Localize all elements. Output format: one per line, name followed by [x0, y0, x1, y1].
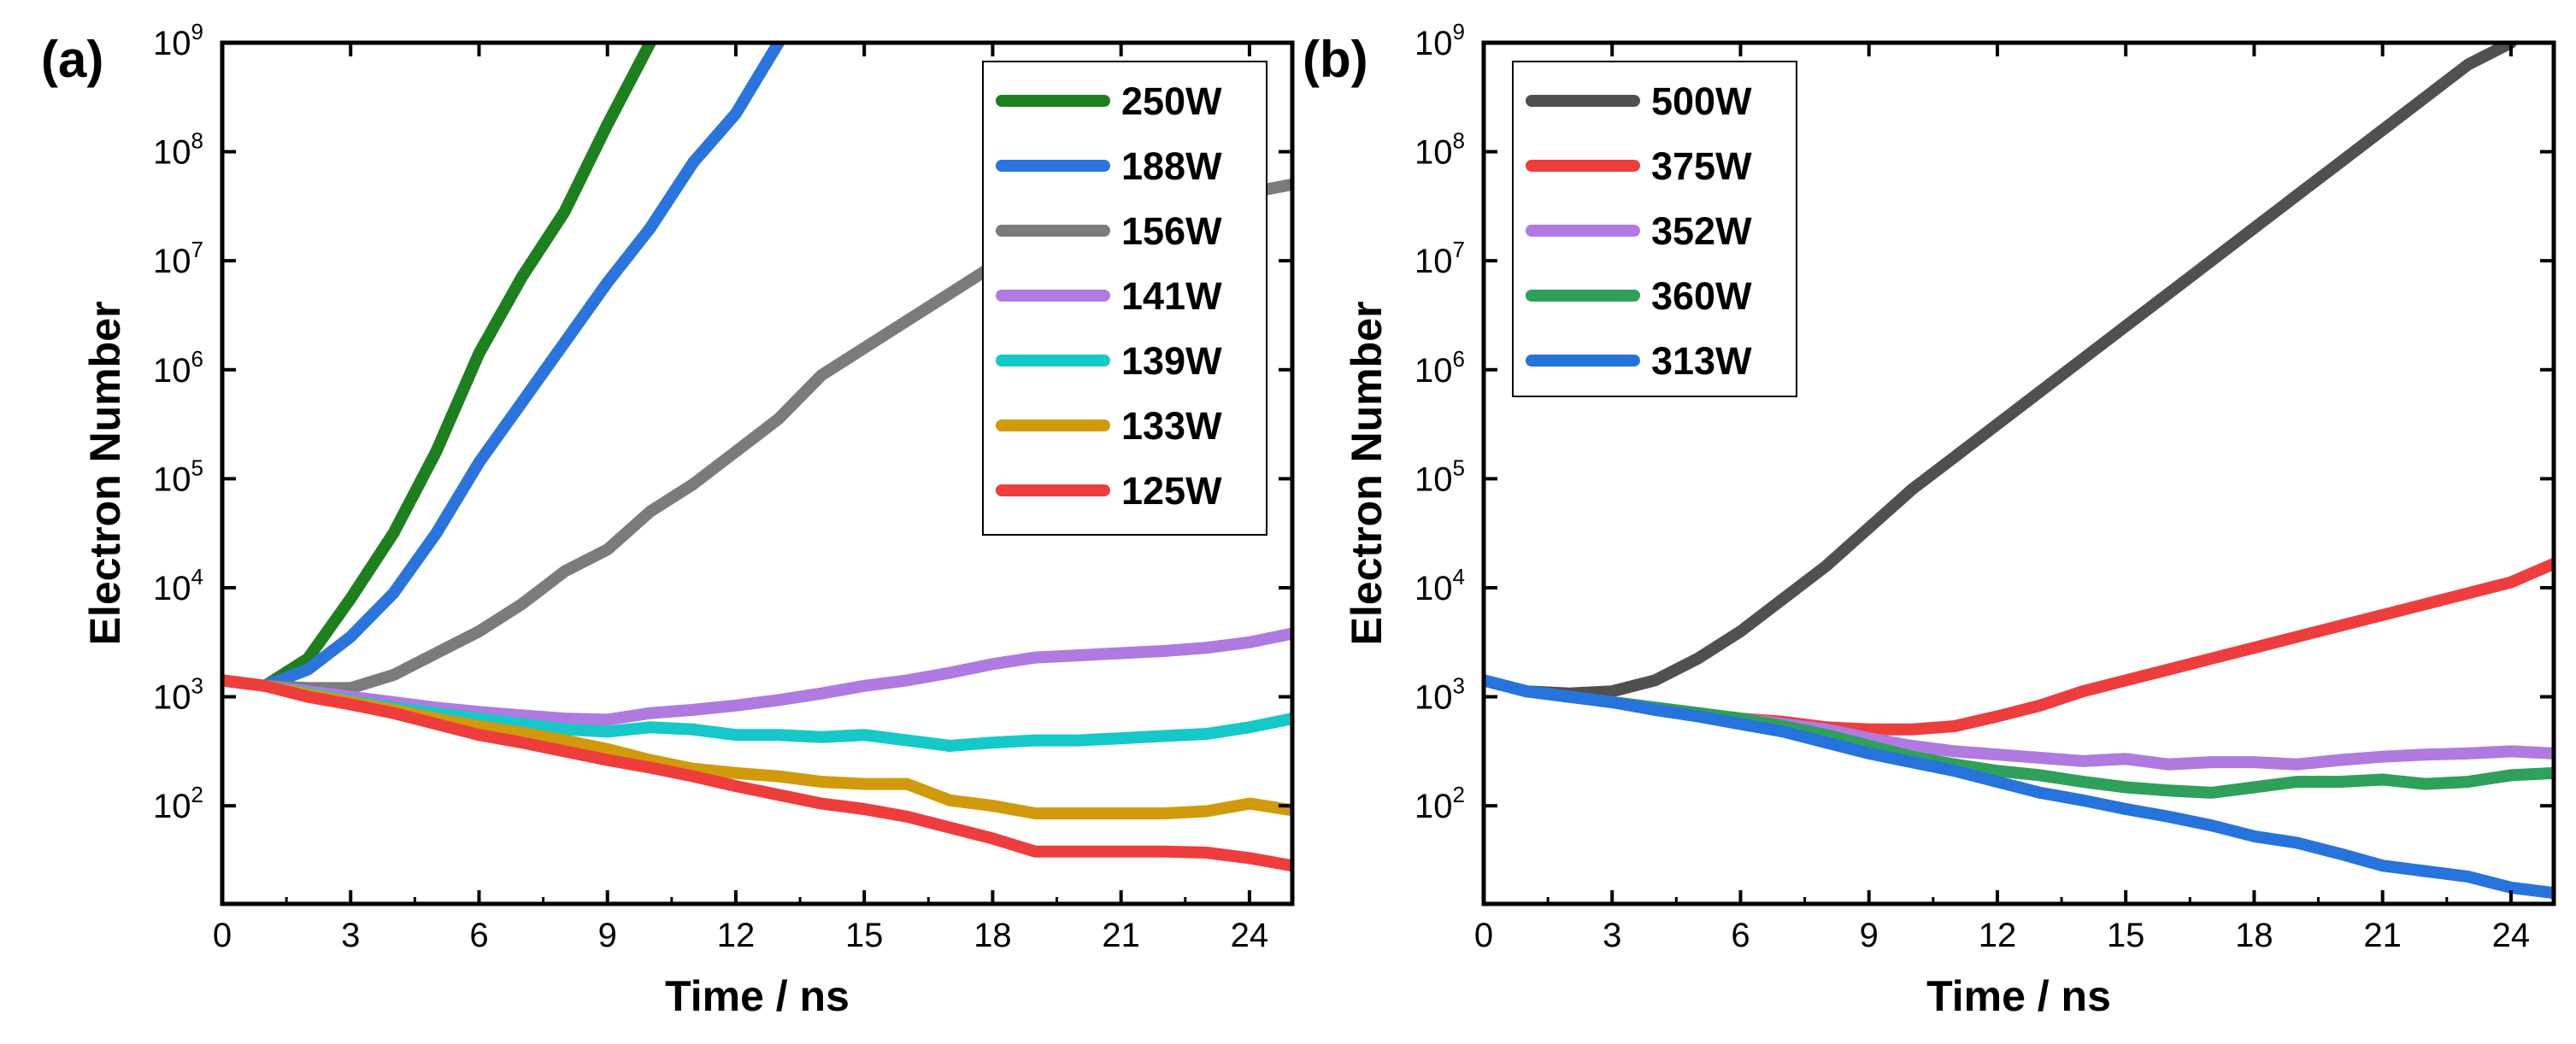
x-tick-label: 15	[845, 917, 884, 954]
legend-label: 133W	[1121, 404, 1222, 448]
x-tick-label: 9	[1860, 917, 1879, 954]
chart-panel-a: 0 3 6 9 12 15 18 21 24 102 103 104 105 106 107 108 109 Ti…	[41, 19, 1295, 1020]
series-line-313w	[1484, 674, 2554, 900]
panel-label: (b)	[1303, 31, 1368, 88]
x-tick-label: 21	[1102, 917, 1140, 954]
y-tick-label: 109	[1414, 19, 1465, 62]
y-axis-title: Electron Number	[1343, 302, 1391, 646]
y-tick-label: 109	[153, 19, 203, 62]
x-tick-label: 3	[341, 917, 360, 954]
x-axis-title: Time / ns	[1926, 972, 2111, 1020]
series-line-352w	[1484, 674, 2554, 771]
x-tick-label: 9	[598, 917, 617, 954]
legend-label: 156W	[1121, 209, 1222, 253]
plot-frame	[1481, 40, 2556, 906]
y-tick-label: 104	[153, 564, 203, 607]
x-tick-label: 15	[2107, 917, 2145, 954]
legend-label: 313W	[1651, 339, 1752, 383]
legend-label: 125W	[1121, 469, 1222, 513]
y-tick-label: 105	[1414, 455, 1465, 498]
x-tick-label: 0	[213, 917, 232, 954]
y-tick-label: 107	[1414, 237, 1465, 280]
legend-label: 500W	[1651, 79, 1752, 123]
x-tick-label: 6	[1731, 917, 1750, 954]
series-line-250w	[222, 43, 656, 692]
y-tick-label: 103	[153, 673, 203, 717]
y-tick-label: 103	[1414, 673, 1465, 717]
legend-label: 375W	[1651, 144, 1752, 188]
x-tick-label: 6	[469, 917, 488, 954]
x-axis-title: Time / ns	[665, 972, 850, 1020]
x-tick-label: 24	[2492, 917, 2531, 954]
legend: 250W 188W 156W 141W 139W 133W 125W	[982, 61, 1267, 536]
series-group	[222, 43, 1292, 872]
x-tick-label: 24	[1231, 917, 1269, 954]
legend-label: 250W	[1121, 79, 1222, 123]
x-tick-label: 0	[1474, 917, 1493, 954]
y-tick-label: 107	[153, 237, 203, 280]
y-axis-title: Electron Number	[81, 302, 129, 646]
legend-label: 141W	[1121, 274, 1222, 318]
y-tick-label: 102	[153, 782, 203, 825]
x-tick-label: 12	[717, 917, 756, 954]
chart-panel-b: 0 3 6 9 12 15 18 21 24 102 103 104 105 106 107 108 109 Ti…	[1303, 19, 2556, 1020]
plot-frame	[220, 40, 1295, 906]
series-line-125w	[222, 674, 1292, 872]
legend-label: 360W	[1651, 274, 1752, 318]
x-tick-label: 18	[2235, 917, 2273, 954]
series-line-360w	[1484, 674, 2554, 799]
legend: 500W 375W 352W 360W 313W	[1512, 61, 1797, 397]
y-tick-label: 108	[1414, 128, 1465, 172]
y-tick-label: 108	[153, 128, 203, 172]
y-tick-label: 105	[153, 455, 203, 498]
y-tick-label: 106	[153, 346, 203, 390]
series-line-188w	[222, 43, 785, 692]
series-line-500w	[1484, 43, 2517, 700]
x-tick-label: 3	[1603, 917, 1621, 954]
panel-label: (a)	[41, 31, 103, 88]
x-tick-label: 21	[2363, 917, 2402, 954]
legend-label: 352W	[1651, 209, 1752, 253]
y-tick-label: 102	[1414, 782, 1465, 825]
legend-label: 188W	[1121, 144, 1222, 188]
y-tick-label: 106	[1414, 346, 1465, 390]
y-tick-label: 104	[1414, 564, 1465, 607]
series-group	[1484, 43, 2554, 900]
legend-label: 139W	[1121, 339, 1222, 383]
x-tick-label: 18	[973, 917, 1012, 954]
x-tick-label: 12	[1979, 917, 2017, 954]
